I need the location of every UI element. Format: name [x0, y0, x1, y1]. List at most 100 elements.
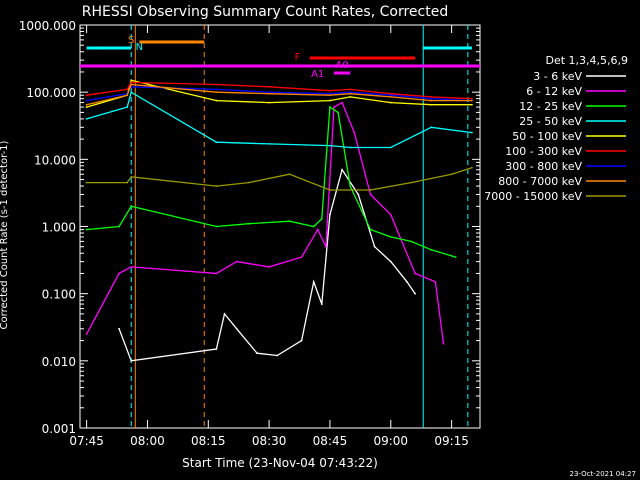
data-point [324, 245, 327, 248]
data-point [329, 144, 331, 147]
data-point [389, 260, 392, 263]
data-point [268, 92, 271, 95]
date-stamp: 23-Oct-2021 04:27 [570, 470, 636, 478]
data-point [357, 193, 360, 196]
data-point [130, 83, 133, 86]
data-point [130, 175, 133, 178]
data-point [320, 217, 323, 220]
data-point [434, 280, 437, 283]
legend: 3 - 6 keV 6 - 12 keV 12 - 25 keV 25 - 50 ke… [484, 70, 626, 203]
data-point [430, 99, 433, 102]
data-point [389, 94, 392, 97]
data-point [316, 228, 319, 231]
y-tick-label: 0.001 [42, 422, 76, 436]
series-line [86, 91, 472, 149]
data-point [329, 89, 331, 92]
data-point [268, 85, 271, 88]
series-line [86, 83, 472, 106]
data-point [410, 181, 412, 184]
data-point [329, 99, 331, 102]
data-point [118, 225, 120, 228]
data-point [215, 83, 218, 86]
data-point [85, 99, 88, 102]
x-tick-label: 08:30 [252, 434, 287, 448]
data-point [389, 146, 392, 149]
data-point [215, 88, 218, 91]
data-point [389, 92, 392, 95]
data-point [353, 131, 356, 134]
annotation-label: S [128, 35, 134, 46]
data-point [215, 272, 218, 275]
data-point [470, 97, 473, 100]
x-tick-label: 09:00 [373, 434, 408, 448]
annotation-label: A0 [336, 60, 349, 71]
data-point [389, 213, 392, 216]
data-point [85, 117, 88, 120]
data-point [85, 103, 88, 106]
data-point [389, 96, 392, 98]
data-point [126, 88, 129, 91]
data-point [85, 94, 88, 97]
data-point [215, 91, 218, 94]
data-point [126, 94, 129, 97]
annotation-label: F [295, 52, 301, 63]
data-point [470, 166, 473, 169]
data-point [389, 101, 392, 104]
data-point [130, 359, 133, 362]
data-point [130, 79, 133, 82]
data-point [268, 142, 271, 145]
x-tick-label: 07:45 [69, 434, 104, 448]
data-point [215, 185, 218, 187]
data-point [268, 91, 271, 94]
data-point [320, 303, 323, 305]
legend-label: 12 - 25 keV [519, 100, 582, 113]
data-point [300, 339, 303, 342]
legend-title: Det 1,3,4,5,6,9 [545, 54, 628, 67]
data-point [389, 236, 392, 238]
x-axis-label: Start Time (23-Nov-04 07:43:22) [182, 456, 378, 470]
data-point [118, 327, 120, 330]
data-point [85, 181, 88, 184]
legend-label: 800 - 7000 keV [498, 175, 582, 188]
data-point [130, 266, 133, 268]
y-tick-label: 1000.000 [19, 19, 76, 33]
data-point [268, 266, 271, 268]
data-point [215, 141, 218, 144]
data-point [430, 248, 433, 251]
plot-area: 1000.000 100.000 10.000 1.000 0.100 0.010 0.00… [19, 19, 481, 448]
data-point [130, 91, 133, 94]
series-line [86, 79, 472, 108]
data-point [349, 88, 352, 91]
data-point [470, 103, 473, 106]
data-point [349, 146, 352, 149]
data-point [223, 312, 226, 315]
data-point [268, 101, 271, 104]
y-axis-label: Corrected Count Rate (s-1 detector-1) [0, 140, 10, 329]
data-point [329, 189, 331, 191]
data-point [126, 106, 129, 108]
data-point [85, 333, 88, 336]
data-point [442, 342, 445, 345]
data-point [430, 96, 433, 98]
data-point [414, 272, 417, 275]
legend-label: 25 - 50 keV [519, 115, 582, 128]
legend-label: 6 - 12 keV [526, 85, 582, 98]
data-point [256, 352, 258, 355]
data-point [235, 327, 238, 330]
y-tick-label: 0.010 [42, 355, 76, 369]
data-point [247, 181, 250, 184]
data-point [215, 99, 218, 102]
data-point [450, 173, 453, 176]
data-point [369, 228, 372, 231]
y-tick-label: 0.100 [42, 288, 76, 302]
x-tick-label: 09:15 [434, 434, 469, 448]
data-point [341, 168, 344, 171]
annotation-label: N [136, 42, 143, 53]
legend-label: 50 - 100 keV [512, 130, 582, 143]
data-point [312, 225, 315, 228]
data-point [300, 256, 303, 259]
legend-label: 3 - 6 keV [533, 70, 582, 83]
data-point [414, 292, 417, 295]
